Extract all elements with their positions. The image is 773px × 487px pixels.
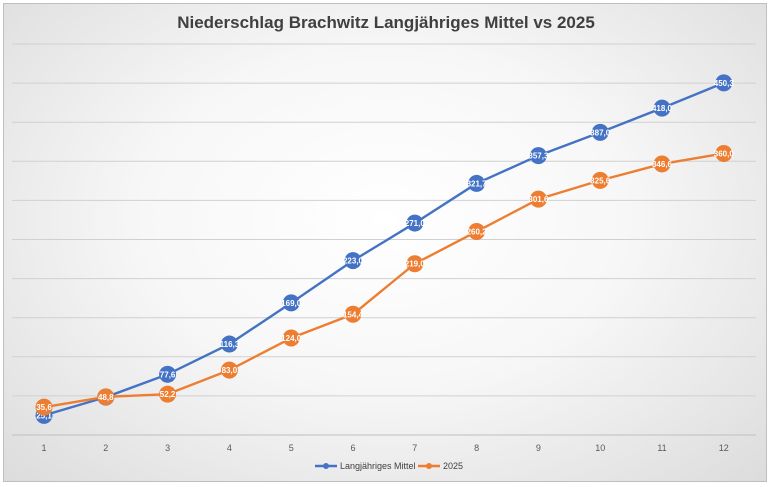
data-label: 48,8 (98, 393, 114, 402)
x-tick-label: 5 (289, 443, 294, 453)
x-axis-ticks: 1 2 3 4 5 6 7 8 9 10 11 12 (41, 443, 728, 453)
data-point (282, 329, 300, 347)
chart-title: Niederschlag Brachwitz Langjähriges Mitt… (177, 13, 595, 32)
data-label: 35,6 (36, 403, 52, 412)
x-tick-label: 7 (412, 443, 417, 453)
data-point (715, 144, 733, 162)
x-tick-label: 10 (595, 443, 605, 453)
data-label: 169,0 (281, 299, 302, 308)
series-2: 35,6 48,8 52,2 83,0 124,0 154,4 219,0 260,2 301,… (35, 144, 735, 416)
data-label: 450,3 (714, 79, 735, 88)
x-tick-label: 12 (719, 443, 729, 453)
data-point (715, 74, 733, 92)
data-label: 116,3 (220, 340, 240, 349)
data-point (653, 99, 671, 117)
data-label: 325,6 (590, 176, 611, 185)
data-point (468, 223, 486, 241)
series-line (43, 152, 725, 409)
data-label: 52,2 (160, 390, 176, 399)
data-label: 154,4 (343, 310, 364, 319)
data-point (529, 147, 547, 165)
data-label: 301,6 (528, 195, 549, 204)
data-point (591, 171, 609, 189)
data-point (220, 335, 238, 353)
data-label: 83,0 (222, 366, 238, 375)
x-tick-label: 1 (41, 443, 46, 453)
x-tick-label: 4 (227, 443, 232, 453)
data-label: 223,0 (343, 257, 364, 266)
series-1: 25,148,477,6116,3169,0223,0271,0321,7357… (35, 74, 735, 424)
legend-label: 2025 (443, 461, 463, 471)
legend-label: Langjähriges Mittel (340, 461, 416, 471)
data-point (159, 365, 177, 383)
data-point (406, 214, 424, 232)
data-point (344, 305, 362, 323)
legend-item: 2025 (418, 461, 463, 471)
data-label: 219,0 (405, 260, 426, 269)
x-tick-label: 2 (103, 443, 108, 453)
data-label: 271,0 (405, 219, 426, 228)
legend-item: Langjähriges Mittel (315, 461, 416, 471)
data-label: 321,7 (467, 179, 488, 188)
legend-marker (323, 463, 329, 469)
data-label: 124,0 (281, 334, 302, 343)
data-point (406, 255, 424, 273)
legend-marker (426, 463, 432, 469)
data-label: 25,1 (36, 411, 52, 420)
data-label: 346,6 (652, 160, 673, 169)
x-tick-label: 9 (536, 443, 541, 453)
data-point (35, 398, 53, 416)
data-point (529, 190, 547, 208)
data-point (282, 294, 300, 312)
data-point (159, 385, 177, 403)
data-label: 360,0 (714, 149, 735, 158)
data-label: 387,0 (590, 128, 611, 137)
x-tick-label: 6 (350, 443, 355, 453)
data-label: 260,2 (467, 228, 488, 237)
data-point (653, 155, 671, 173)
legend: Langjähriges Mittel 2025 (315, 461, 463, 471)
data-point (220, 361, 238, 379)
x-tick-label: 11 (657, 443, 666, 453)
data-label: 357,3 (528, 152, 549, 161)
data-point (468, 174, 486, 192)
data-label: 77,6 (160, 370, 176, 379)
x-tick-label: 8 (474, 443, 479, 453)
x-tick-label: 3 (165, 443, 170, 453)
data-label: 418,0 (652, 104, 673, 113)
gridlines (12, 43, 756, 436)
series-line (43, 81, 725, 417)
series-lines: 25,148,477,6116,3169,0223,0271,0321,7357… (35, 74, 735, 424)
data-point (97, 388, 115, 406)
data-point (591, 123, 609, 141)
data-point (344, 252, 362, 270)
